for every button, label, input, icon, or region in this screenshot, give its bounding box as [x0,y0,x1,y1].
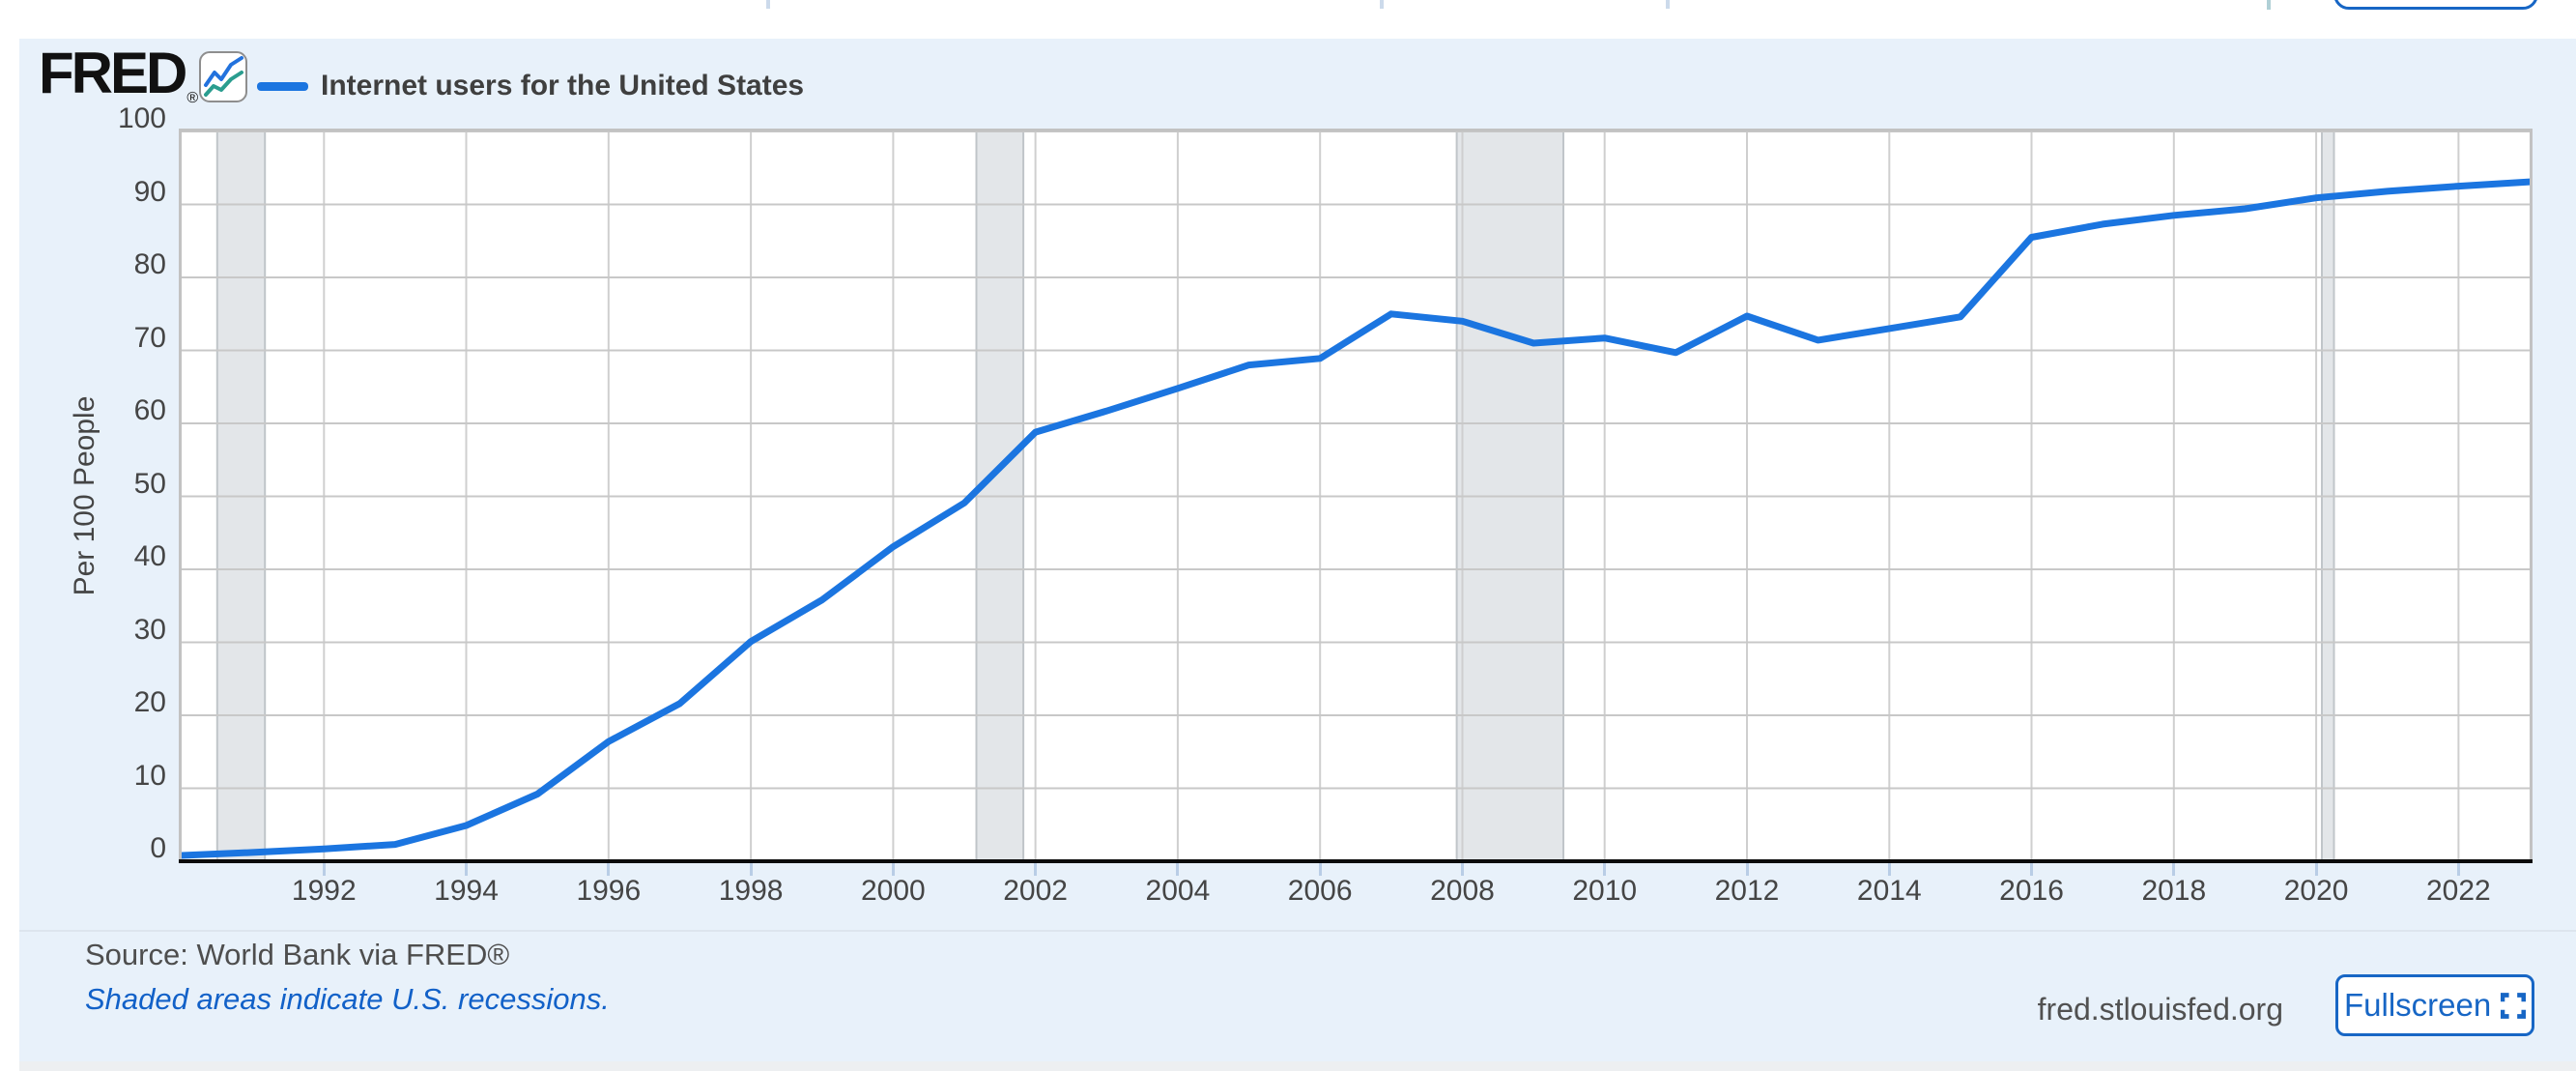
x-tick-mark [1887,863,1891,876]
x-tick-label: 2006 [1287,875,1353,907]
y-tick-label: 50 [133,467,166,500]
x-tick-mark [2172,863,2176,876]
x-tick-label: 2012 [1714,875,1780,907]
x-tick-mark [2030,863,2034,876]
x-tick-label: 1996 [576,875,642,907]
x-tick-label: 1998 [718,875,784,907]
y-tick-label: 60 [133,394,166,426]
x-tick-mark [1318,863,1322,876]
x-tick-mark [2456,863,2460,876]
x-tick-mark [891,863,895,876]
y-tick-label: 80 [133,248,166,280]
x-tick-mark [322,863,326,876]
fullscreen-button[interactable]: Fullscreen [2335,974,2534,1036]
x-tick-label: 2016 [1999,875,2064,907]
cut-off-toolbar-button[interactable] [2333,0,2538,10]
y-tick-label: 70 [133,321,166,354]
fullscreen-label: Fullscreen [2344,987,2492,1023]
legend-line-swatch [257,82,308,91]
x-tick-mark [1034,863,1038,876]
x-tick-mark [1176,863,1180,876]
x-tick-label: 2004 [1145,875,1211,907]
x-tick-label: 2018 [2141,875,2207,907]
x-tick-mark [1603,863,1607,876]
x-tick-mark [1460,863,1464,876]
recession-note-link[interactable]: Shaded areas indicate U.S. recessions. [85,982,610,1016]
toolbar-divider-tick [2267,0,2271,10]
registered-mark: ® [186,90,199,106]
x-tick-label: 2000 [860,875,926,907]
fullscreen-icon [2501,992,2526,1019]
plot-area[interactable] [179,129,2533,861]
x-tick-mark [607,863,611,876]
y-tick-label: 0 [150,832,166,864]
source-text: Source: World Bank via FRED® [85,938,510,971]
y-tick-label: 90 [133,175,166,208]
y-tick-label: 40 [133,540,166,572]
footer-divider [19,930,2576,932]
line-chart-icon [199,51,247,102]
chart-canvas [182,131,2530,861]
legend-series-label: Internet users for the United States [321,70,805,101]
x-tick-label: 1994 [434,875,499,907]
x-tick-label: 2008 [1430,875,1495,907]
x-tick-mark [2314,863,2318,876]
x-tick-mark [1745,863,1749,876]
x-tick-label: 2014 [1856,875,1922,907]
x-tick-label: 2002 [1003,875,1068,907]
x-tick-label: 2022 [2425,875,2491,907]
y-tick-label: 100 [117,102,166,134]
x-tick-label: 2010 [1572,875,1638,907]
x-tick-label: 2020 [2283,875,2349,907]
y-tick-label: 10 [133,759,166,792]
x-tick-label: 1992 [291,875,357,907]
toolbar-divider-tick [1380,0,1384,9]
y-tick-label: 30 [133,613,166,646]
x-tick-mark [465,863,469,876]
panel-bottom-edge [19,1061,2576,1071]
x-tick-mark [749,863,753,876]
toolbar-divider-tick [766,0,770,9]
y-tick-label: 20 [133,686,166,718]
toolbar-divider-tick [1666,0,1670,9]
fred-logo: FRED ® [39,41,199,107]
data-line [182,178,2530,859]
fred-site-text: fred.stlouisfed.org [2037,992,2283,1027]
x-axis-line [179,859,2533,863]
